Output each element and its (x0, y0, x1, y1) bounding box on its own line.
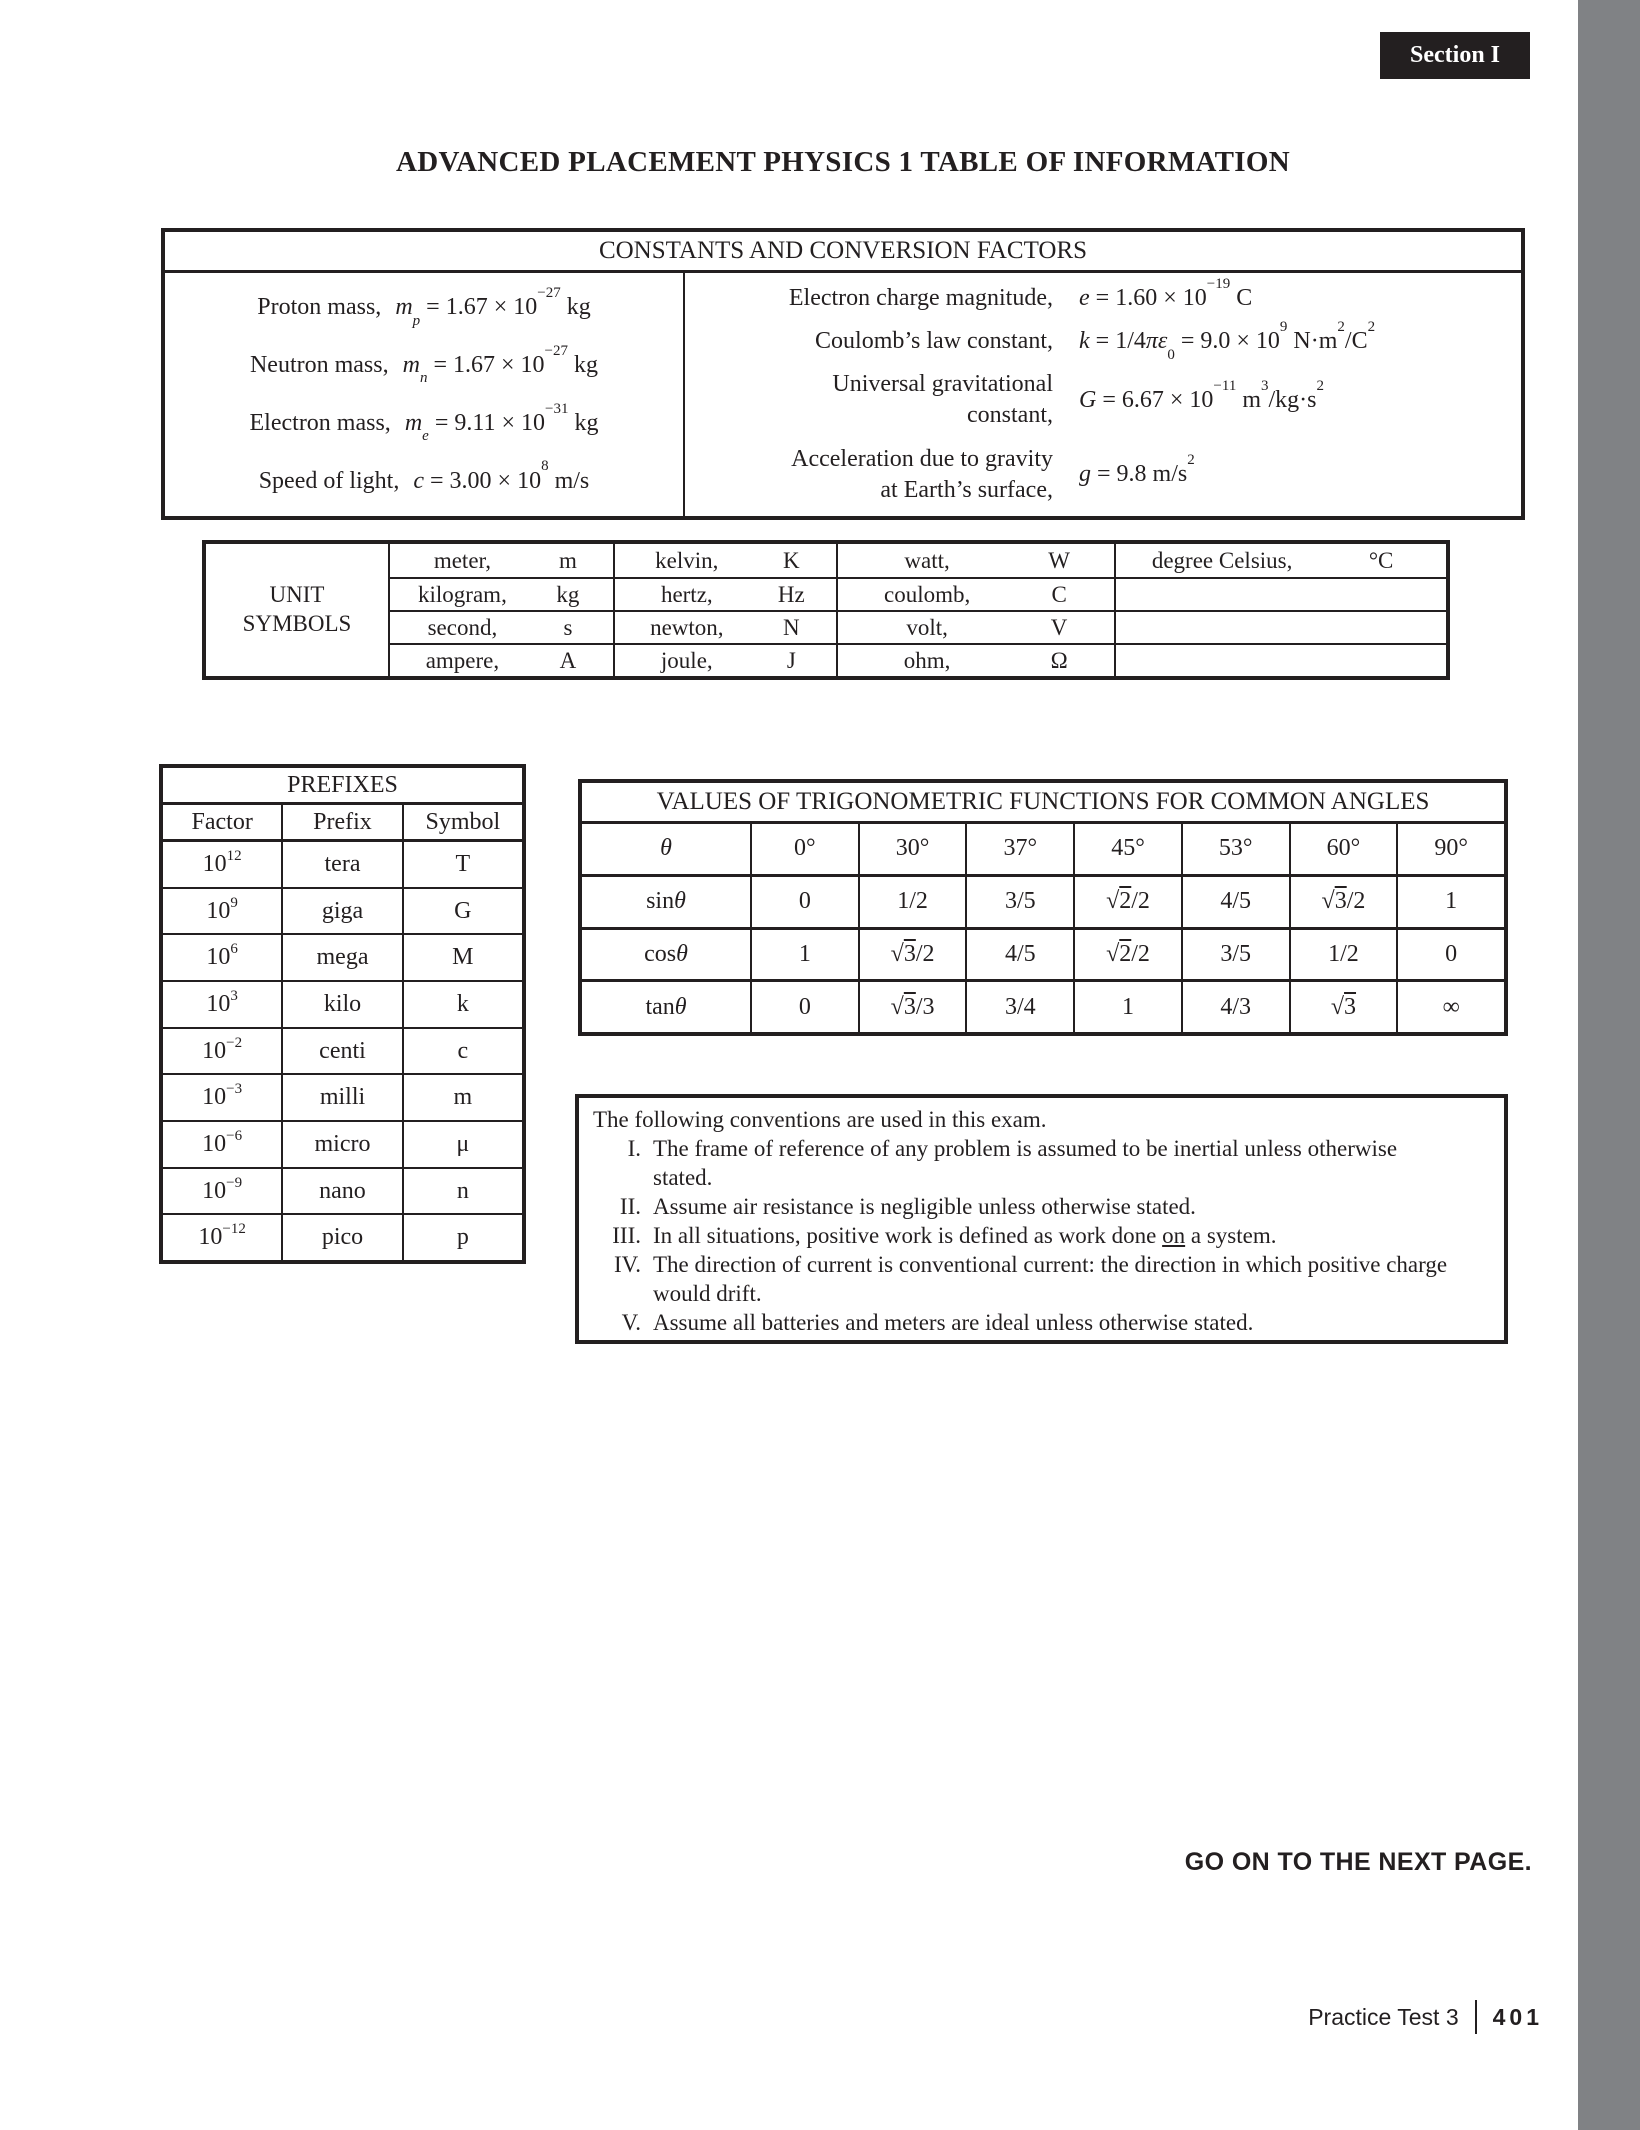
roman-numeral: I. (627, 1136, 641, 1161)
constant-label: Acceleration due to gravity at Earth’s su… (791, 445, 1053, 503)
unit-symbols-label: UNIT SYMBOLS (206, 544, 388, 676)
constant-label: Neutron mass, (249, 352, 389, 379)
unit-cell-joule: joule, J (613, 643, 836, 676)
constants-table: CONSTANTS AND CONVERSION FACTORS Proton … (161, 228, 1525, 520)
constant-label: Proton mass, (257, 294, 382, 321)
constant-formula: G = 6.67 × 10−11 m3/kg·s2 (1079, 377, 1324, 413)
constant-formula: mp = 1.67 × 10−27 kg (395, 285, 591, 329)
constants-left-column: Proton mass, mp = 1.67 × 10−27 kg Neutro… (165, 273, 685, 516)
convention-text: Assume all batteries and meters are idea… (653, 1310, 1254, 1335)
convention-item-3: III. In all situations, positive work is… (593, 1221, 1490, 1250)
constant-row-electron-charge: Electron charge magnitude, e = 1.60 × 10… (685, 275, 1521, 314)
prefixes-table: PREFIXES Factor Prefix Symbol 10 12 tera T … (159, 764, 526, 1264)
trig-theta: θ (660, 835, 672, 862)
prefix-row-tera: 10 12 tera T (163, 842, 522, 889)
constants-header: CONSTANTS AND CONVERSION FACTORS (165, 232, 1521, 273)
prefix-row-mega: 10 6 mega M (163, 935, 522, 983)
constants-body: Proton mass, mp = 1.67 × 10−27 kg Neutro… (165, 273, 1521, 516)
roman-numeral: V. (621, 1310, 641, 1335)
constant-row-neutron-mass: Neutron mass, mn = 1.67 × 10−27 kg (165, 342, 683, 387)
constant-formula: c = 3.00 × 108 m/s (413, 458, 590, 494)
unit-cell-volt: volt, V (836, 610, 1114, 643)
unit-cell-second: second, s (388, 610, 613, 643)
prefix-row-pico: 10 −12 pico p (163, 1215, 522, 1261)
convention-item-4: IV. The direction of current is conventi… (593, 1250, 1490, 1308)
constant-label: Coulomb’s law constant, (815, 328, 1053, 355)
unit-cell-ohm: ohm, Ω (836, 643, 1114, 676)
convention-item-1: I. The frame of reference of any problem… (593, 1134, 1490, 1192)
unit-cell-empty (1114, 643, 1446, 676)
convention-text: The frame of reference of any problem is… (653, 1136, 1398, 1190)
page-edge-stripe (1578, 0, 1640, 2130)
page-footer: Practice Test 3 401 (1308, 2000, 1543, 2034)
unit-cell-kilogram: kilogram, kg (388, 577, 613, 610)
unit-symbols-label-line2: SYMBOLS (242, 611, 352, 636)
unit-cell-watt: watt, W (836, 544, 1114, 577)
unit-cell-empty (1114, 610, 1446, 643)
constant-formula: e = 1.60 × 10−19 C (1079, 275, 1253, 312)
section-badge: Section I (1380, 32, 1530, 79)
prefix-row-kilo: 10 3 kilo k (163, 982, 522, 1029)
unit-cell-meter: meter, m (388, 544, 613, 577)
constant-formula: me = 9.11 × 10−31 kg (404, 400, 599, 445)
convention-text: The direction of current is conventional… (653, 1252, 1448, 1306)
constant-row-gravity-acceleration: Acceleration due to gravity at Earth’s su… (685, 444, 1521, 506)
constant-row-electron-mass: Electron mass, me = 9.11 × 10−31 kg (165, 400, 683, 445)
roman-numeral: III. (612, 1223, 641, 1248)
trig-row-sin: sin θ 0 1/2 3/5 √ 2/2 4/5 √ 3/2 1 (582, 876, 1504, 930)
trig-values-table: VALUES OF TRIGONOMETRIC FUNCTIONS FOR CO… (578, 779, 1508, 1036)
constant-formula: g = 9.8 m/s2 (1079, 452, 1195, 488)
unit-symbols-label-line1: UNIT (269, 582, 325, 608)
unit-cell-hertz: hertz, Hz (613, 577, 836, 610)
constant-formula: k = 1/4πε0 = 9.0 × 109 N·m2/C2 (1079, 318, 1376, 363)
constant-label: Electron mass, (249, 409, 391, 436)
unit-symbols-table: UNIT SYMBOLS meter, m kelvin, K watt, W deg… (202, 540, 1450, 680)
constant-row-speed-of-light: Speed of light, c = 3.00 × 108 m/s (165, 458, 683, 495)
trig-row-tan: tan θ 0 √ 3/3 3/4 1 4/3 √ 3 ∞ (582, 982, 1504, 1032)
convention-item-2: II. Assume air resistance is negligible … (593, 1192, 1490, 1221)
prefixes-header-row: Factor Prefix Symbol (163, 805, 522, 842)
prefixes-title: PREFIXES (163, 768, 522, 805)
unit-cell-empty (1114, 577, 1446, 610)
constant-label: Speed of light, (258, 467, 400, 494)
prefix-row-milli: 10 −3 milli m (163, 1075, 522, 1123)
prefix-row-nano: 10 −9 nano n (163, 1168, 522, 1216)
convention-item-5: V. Assume all batteries and meters are i… (593, 1308, 1490, 1337)
constant-label: Universal gravitational constant, (832, 371, 1053, 429)
convention-text: In all situations, positive work is defi… (653, 1223, 1277, 1248)
footer-divider (1474, 2000, 1477, 2034)
unit-cell-degree-celsius: degree Celsius, °C (1114, 544, 1446, 577)
unit-cell-newton: newton, N (613, 610, 836, 643)
prefix-row-giga: 10 9 giga G (163, 888, 522, 936)
unit-cell-kelvin: kelvin, K (613, 544, 836, 577)
footer-label: Practice Test 3 (1308, 2003, 1459, 2030)
prefix-row-centi: 10 −2 centi c (163, 1028, 522, 1076)
roman-numeral: IV. (613, 1252, 641, 1277)
trig-row-cos: cos θ 1 √ 3/2 4/5 √ 2/2 3/5 1/2 0 (582, 929, 1504, 983)
prefix-row-micro: 10 −6 micro μ (163, 1122, 522, 1169)
unit-cell-ampere: ampere, A (388, 643, 613, 676)
constant-row-gravitational-constant: Universal gravitational constant, G = 6.6… (685, 369, 1521, 431)
conventions-box: The following conventions are used in th… (575, 1094, 1508, 1344)
constant-row-proton-mass: Proton mass, mp = 1.67 × 10−27 kg (165, 285, 683, 329)
constants-right-column: Electron charge magnitude, e = 1.60 × 10… (685, 273, 1521, 516)
prefixes-header-symbol: Symbol (401, 805, 522, 839)
unit-cell-coulomb: coulomb, C (836, 577, 1114, 610)
page-number: 401 (1492, 2003, 1543, 2030)
constant-formula: mn = 1.67 × 10−27 kg (402, 342, 599, 387)
roman-numeral: II. (619, 1194, 641, 1219)
conventions-intro: The following conventions are used in th… (593, 1107, 1047, 1132)
convention-text: Assume air resistance is negligible unle… (653, 1194, 1196, 1219)
constant-row-coulomb-constant: Coulomb’s law constant, k = 1/4πε0 = 9.0… (685, 318, 1521, 363)
page-title: ADVANCED PLACEMENT PHYSICS 1 TABLE OF IN… (396, 146, 1290, 178)
trig-angle-header-row: θ 0° 30° 37° 45° 53° 60° 90° (582, 824, 1504, 877)
trig-title: VALUES OF TRIGONOMETRIC FUNCTIONS FOR CO… (582, 783, 1504, 824)
go-on-instruction: GO ON TO THE NEXT PAGE. (1184, 1848, 1532, 1876)
constant-label: Electron charge magnitude, (788, 284, 1053, 311)
prefixes-header-factor: Factor (191, 808, 253, 835)
prefixes-header-prefix: Prefix (281, 805, 401, 839)
